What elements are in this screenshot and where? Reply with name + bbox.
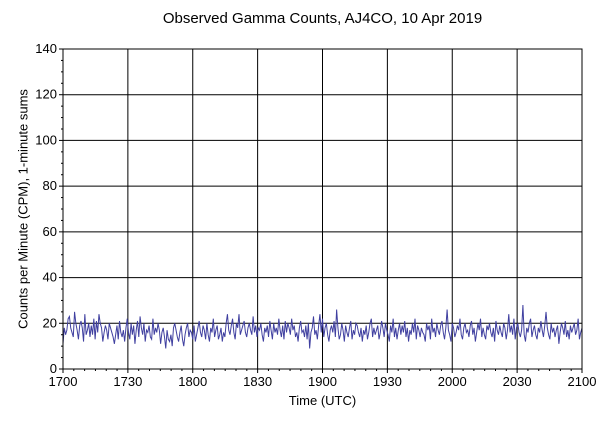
y-tick-label: 20 (43, 315, 57, 330)
chart-title: Observed Gamma Counts, AJ4CO, 10 Apr 201… (162, 10, 483, 27)
x-axis-label: Time (UTC) (288, 393, 357, 408)
x-tick-label: 2030 (503, 374, 532, 389)
y-tick-label: 120 (35, 87, 57, 102)
x-tick-label: 1700 (49, 374, 78, 389)
grid-lines (63, 49, 582, 369)
x-tick-label: 1930 (373, 374, 402, 389)
series-line (62, 304, 583, 349)
y-tick-label: 100 (35, 132, 57, 147)
x-axis-ticks: 1700 1730 1800 1830 1900 1930 2000 2030 2100 (49, 369, 597, 389)
x-tick-label: 1800 (178, 374, 207, 389)
x-tick-label: 2000 (438, 374, 467, 389)
x-tick-label: 1900 (308, 374, 337, 389)
y-tick-label: 0 (50, 361, 57, 376)
y-tick-label: 40 (43, 270, 57, 285)
series-group (62, 304, 583, 349)
y-axis-ticks: 0 20 40 60 80 100 120 140 (35, 41, 63, 376)
x-tick-label: 1730 (113, 374, 142, 389)
x-tick-label: 2100 (568, 374, 597, 389)
y-tick-label: 60 (43, 224, 57, 239)
x-tick-label: 1830 (243, 374, 272, 389)
y-tick-label: 80 (43, 178, 57, 193)
plot-frame (62, 48, 583, 370)
y-tick-label: 140 (35, 41, 57, 56)
